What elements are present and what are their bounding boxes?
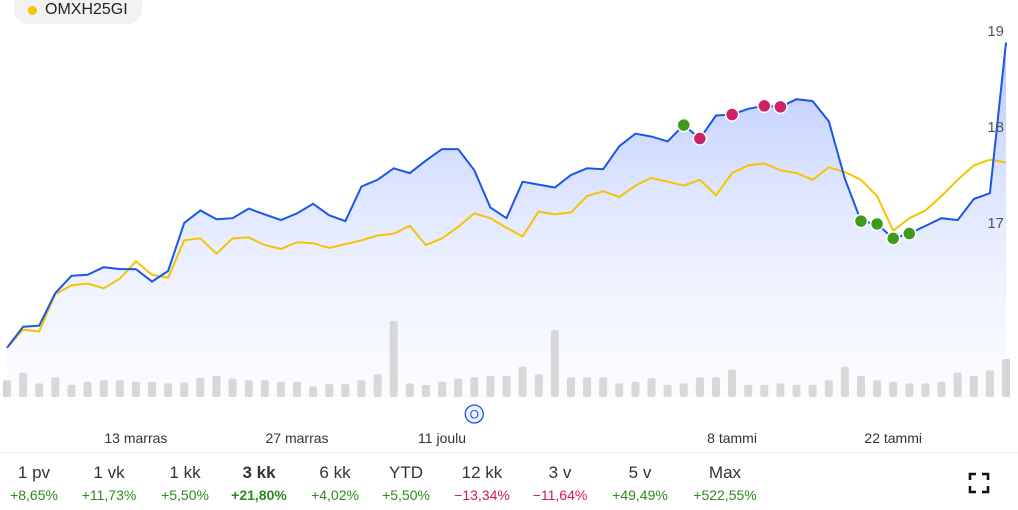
period-change: +49,49% — [612, 487, 668, 503]
legend-dot-icon — [28, 5, 37, 15]
period-change: −11,64% — [532, 487, 588, 503]
period-label: YTD — [389, 463, 423, 482]
period-button[interactable]: 12 kk −13,34% — [454, 462, 510, 505]
buy-marker[interactable] — [902, 226, 917, 241]
legend-symbol: OMXH25GI — [45, 1, 128, 18]
period-button[interactable]: 1 kk +5,50% — [161, 462, 209, 505]
event-marker-label: O — [470, 408, 479, 422]
legend-chip[interactable]: OMXH25GI — [14, 0, 142, 24]
buy-marker[interactable] — [853, 213, 869, 229]
period-change: +4,02% — [311, 487, 359, 503]
period-change: +522,55% — [693, 487, 757, 503]
sell-marker[interactable] — [757, 98, 772, 114]
x-tick-label: 11 joulu — [418, 430, 466, 446]
period-label: 1 pv — [17, 463, 51, 482]
x-tick-label: 22 tammi — [864, 430, 922, 446]
period-button[interactable]: 5 v +49,49% — [612, 462, 668, 505]
period-button[interactable]: 3 v −11,64% — [533, 462, 588, 505]
divider — [0, 452, 1018, 453]
period-change: +5,50% — [161, 487, 209, 503]
period-button[interactable]: Max +522,55% — [693, 462, 756, 505]
period-selector: 1 pv +8,65% 1 vk +11,73% 1 kk +5,50% 3 kk +21,8… — [0, 452, 1018, 510]
y-tick-label: 19 — [987, 23, 1004, 40]
period-button[interactable]: 3 kk +21,80% — [231, 462, 287, 505]
y-tick-label: 18 — [987, 119, 1004, 136]
period-label: 3 v — [548, 463, 572, 482]
buy-marker[interactable] — [885, 231, 901, 246]
buy-marker[interactable] — [869, 216, 885, 232]
period-label: 1 vk — [93, 463, 125, 482]
price-chart[interactable]: 19 18 17 13 marras 27 marras 11 joulu 8 tammi… — [0, 0, 1018, 452]
period-label: 3 kk — [242, 463, 276, 482]
period-label: 5 v — [628, 463, 652, 482]
fullscreen-icon[interactable] — [968, 472, 990, 494]
x-tick-label: 8 tammi — [707, 430, 757, 446]
comparison-line — [6, 158, 1007, 349]
y-tick-label: 17 — [987, 215, 1004, 232]
sell-marker[interactable] — [773, 99, 788, 115]
period-button[interactable]: 1 pv +8,65% — [10, 462, 58, 505]
sell-marker[interactable] — [724, 107, 740, 122]
buy-marker[interactable] — [676, 117, 691, 133]
event-marker-icon[interactable] — [464, 404, 484, 424]
price-line — [6, 42, 1007, 349]
sell-marker[interactable] — [692, 131, 708, 146]
x-tick-label: 27 marras — [266, 430, 329, 446]
period-label: 12 kk — [461, 463, 503, 482]
period-change: +11,73% — [81, 487, 137, 503]
period-label: 6 kk — [319, 463, 351, 482]
x-tick-label: 13 marras — [104, 430, 167, 446]
period-change: +5,50% — [382, 487, 430, 503]
price-area — [7, 42, 1006, 397]
period-change: +21,80% — [231, 487, 287, 503]
period-button[interactable]: YTD +5,50% — [382, 462, 430, 505]
period-label: 1 kk — [169, 463, 201, 482]
period-button[interactable]: 6 kk +4,02% — [311, 462, 359, 505]
period-change: +8,65% — [10, 487, 58, 503]
period-change: −13,34% — [454, 487, 510, 503]
period-button[interactable]: 1 vk +11,73% — [82, 462, 137, 505]
period-label: Max — [708, 463, 742, 482]
